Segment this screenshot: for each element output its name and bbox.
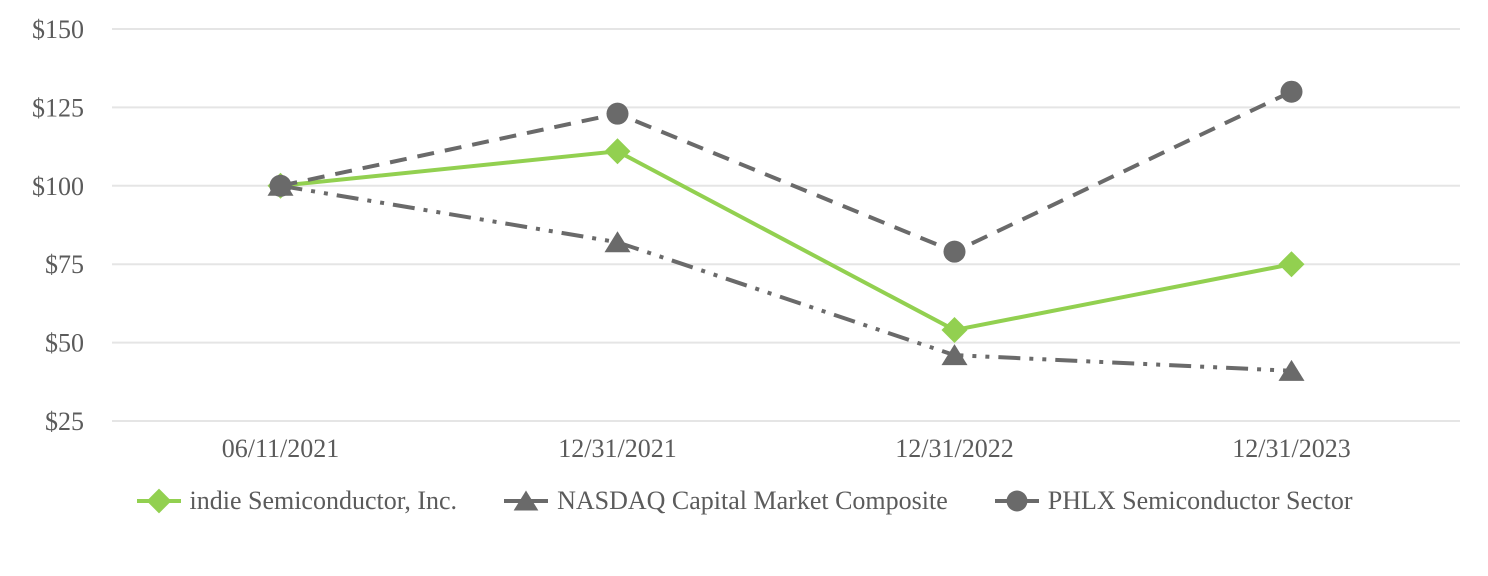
diamond-marker bbox=[604, 138, 631, 165]
legend-item-indie-semiconductor: indie Semiconductor, Inc. bbox=[136, 486, 458, 516]
triangle-marker bbox=[941, 344, 968, 366]
legend-diamond-marker-icon bbox=[136, 488, 181, 514]
diamond-marker bbox=[1278, 251, 1305, 278]
legend-label-phlx-semiconductor: PHLX Semiconductor Sector bbox=[1047, 486, 1353, 515]
circle-marker bbox=[269, 174, 292, 197]
y-axis-tick-label: $100 bbox=[32, 172, 84, 201]
legend-item-nasdaq-composite: NASDAQ Capital Market Composite bbox=[503, 486, 948, 516]
circle-marker bbox=[1280, 80, 1303, 103]
legend-item-phlx-semiconductor: PHLX Semiconductor Sector bbox=[994, 486, 1353, 516]
series-line bbox=[280, 183, 1292, 373]
y-axis-tick-label: $150 bbox=[32, 15, 84, 44]
triangle-marker bbox=[513, 490, 539, 511]
y-axis-tick-label: $25 bbox=[45, 407, 84, 436]
legend-circle-marker-icon bbox=[994, 490, 1039, 512]
x-axis-tick-label: 06/11/2021 bbox=[222, 434, 339, 463]
x-axis-tick-label: 12/31/2022 bbox=[895, 434, 1013, 463]
legend-label-indie-semiconductor: indie Semiconductor, Inc. bbox=[189, 486, 458, 515]
chart-legend: indie Semiconductor, Inc. NASDAQ Capital… bbox=[0, 486, 1488, 516]
y-axis-tick-label: $50 bbox=[45, 329, 84, 358]
circle-marker bbox=[1006, 490, 1028, 512]
diamond-marker bbox=[146, 488, 171, 514]
triangle-marker bbox=[1278, 359, 1305, 381]
series-line bbox=[280, 149, 1292, 333]
series-line bbox=[280, 89, 1293, 254]
x-axis-tick-label: 12/31/2021 bbox=[558, 434, 676, 463]
y-axis-tick-label: $75 bbox=[45, 250, 84, 279]
circle-marker bbox=[943, 240, 966, 263]
chart-plot-area: $150 $125 $100 $75 $50 $25 06/11/2021 12/31/202… bbox=[32, 15, 1460, 463]
circle-marker bbox=[606, 102, 629, 125]
diamond-marker bbox=[941, 317, 968, 344]
triangle-marker bbox=[604, 231, 631, 253]
y-axis-tick-label: $125 bbox=[32, 93, 84, 122]
x-axis-tick-label: 12/31/2023 bbox=[1232, 434, 1350, 463]
legend-triangle-marker-icon bbox=[504, 490, 549, 511]
legend-label-nasdaq-composite: NASDAQ Capital Market Composite bbox=[557, 486, 948, 515]
